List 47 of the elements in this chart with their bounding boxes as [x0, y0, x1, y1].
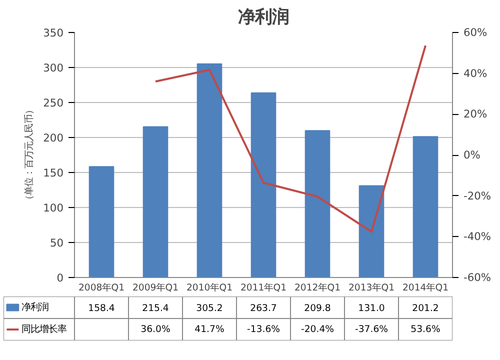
y-tick-label: 50 — [50, 236, 64, 250]
bar — [142, 126, 168, 278]
x-tick-label: 2011年Q1 — [240, 282, 287, 294]
y-tick-label: 350 — [43, 26, 64, 40]
chart-title: 净利润 — [238, 8, 289, 28]
y2-tick-label: -40% — [464, 230, 492, 244]
y-tick-label: 250 — [43, 96, 64, 110]
data-label: 209.8 — [304, 303, 331, 314]
x-tick-label: 2014年Q1 — [402, 282, 449, 294]
x-tick-label: 2013年Q1 — [348, 282, 395, 294]
y2-tick-label: 0% — [464, 148, 480, 162]
y2-tick-label: 60% — [464, 26, 488, 39]
data-label: 305.2 — [196, 303, 223, 314]
y2-tick-label: -60% — [464, 271, 492, 284]
data-label: 36.0% — [140, 324, 170, 335]
data-label: 263.7 — [250, 303, 277, 314]
bar — [88, 166, 114, 278]
x-tick-label: 2010年Q1 — [186, 282, 233, 294]
y-tick-label: 200 — [43, 132, 64, 144]
data-label: 131.0 — [358, 303, 385, 314]
data-label: 201.2 — [412, 303, 439, 314]
x-tick-label: 2008年Q1 — [78, 282, 125, 294]
data-label: -13.6% — [247, 324, 280, 335]
bar — [196, 63, 222, 278]
data-label: 158.4 — [88, 303, 115, 314]
x-tick-label: 2012年Q1 — [294, 282, 341, 294]
x-tick-label: 2009年Q1 — [132, 282, 179, 294]
bar — [250, 92, 276, 278]
y-axis-title: （单位：百万元人民币） — [24, 106, 36, 204]
legend-label: 同比增长率 — [21, 324, 66, 335]
y2-tick-label: 40% — [464, 66, 488, 80]
bar — [412, 136, 438, 278]
line-series — [154, 44, 426, 233]
bar — [304, 130, 330, 278]
y-tick-label: 300 — [43, 62, 64, 74]
y-tick-label: 0 — [56, 272, 64, 284]
y2-tick-label: -20% — [464, 189, 492, 202]
data-label: 41.7% — [194, 324, 224, 335]
data-label: 53.6% — [410, 324, 440, 335]
data-label: -37.6% — [355, 324, 388, 335]
y-tick-label: 100 — [43, 202, 64, 214]
data-label: -20.4% — [301, 324, 334, 335]
bar — [358, 185, 384, 278]
legend-label: 净利润 — [21, 302, 48, 313]
data-label: 215.4 — [142, 303, 169, 314]
y2-tick-label: 20% — [464, 108, 488, 121]
y-tick-label: 150 — [43, 166, 64, 180]
